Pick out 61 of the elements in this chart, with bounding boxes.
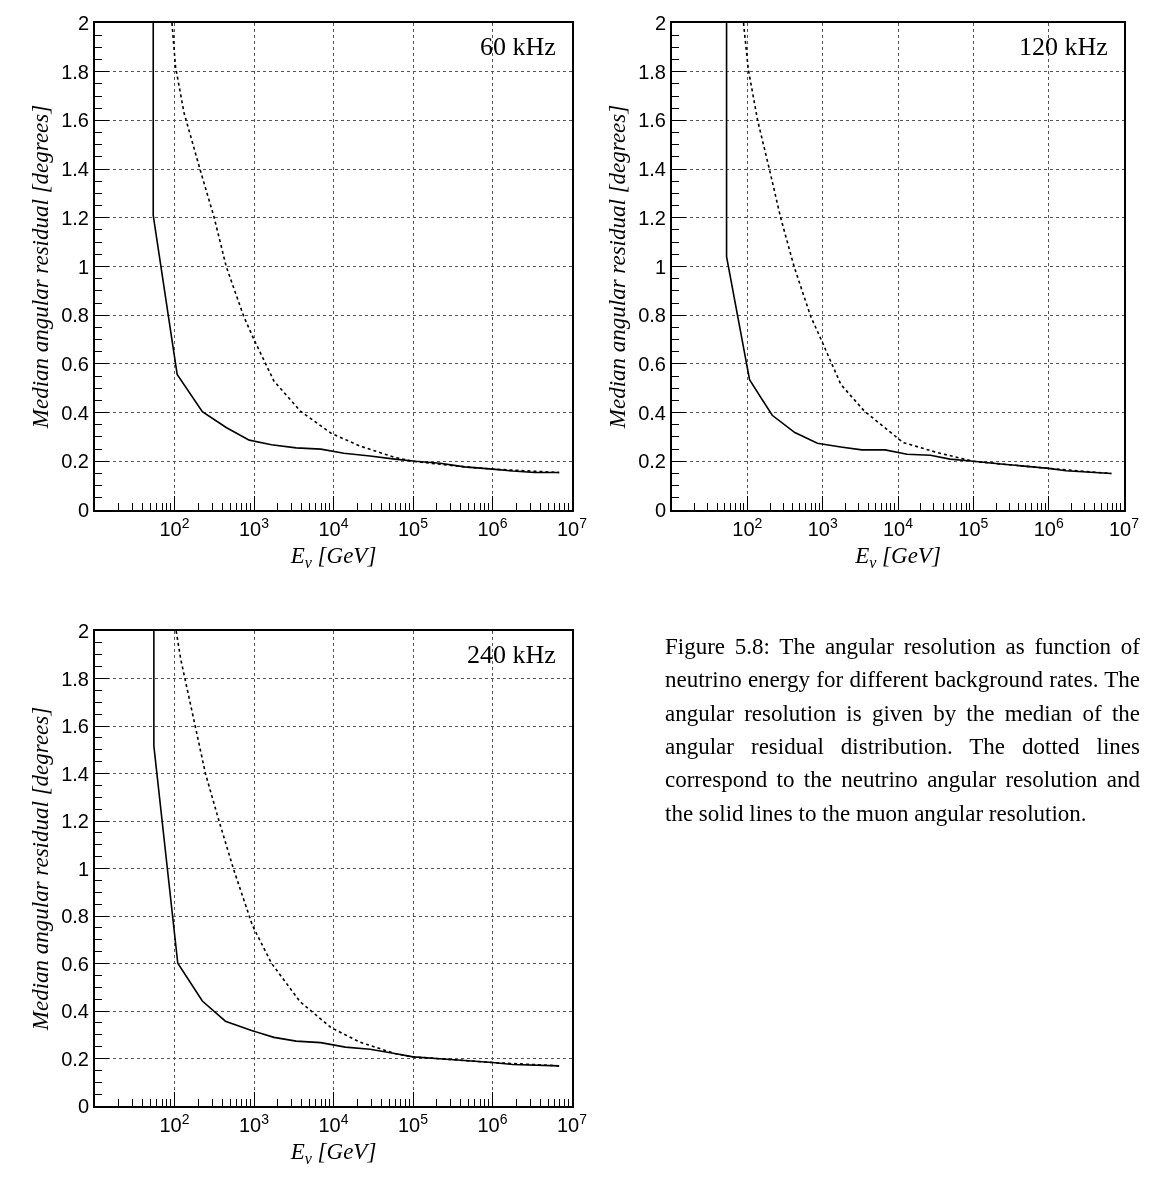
y-tick-label: 1.2 [61, 206, 89, 229]
x-tick-label: 10$^{4}$ [318, 514, 349, 540]
y-tick-label: 1.6 [638, 109, 666, 132]
y-tick-label: 0 [654, 499, 666, 521]
y-tick-label: 1.4 [61, 158, 89, 181]
y-tick-label: 1.8 [61, 667, 89, 690]
x-tick-label: 10$^{3}$ [238, 514, 270, 540]
x-tick-label: 10$^{2}$ [159, 1110, 190, 1136]
x-tick-label: 10$^{3}$ [807, 514, 838, 540]
x-tick-label: 10$^{3}$ [238, 1110, 270, 1136]
y-tick-label: 1.6 [61, 109, 89, 132]
x-tick-label: 10$^{4}$ [318, 1110, 349, 1136]
x-tick-label: 10$^{6}$ [477, 514, 508, 540]
x-tick-label: 10$^{7}$ [1108, 514, 1140, 540]
y-tick-label: 1 [77, 255, 89, 278]
y-tick-label: 1 [654, 255, 666, 278]
x-tick-label: 10$^{2}$ [732, 514, 763, 540]
x-tick-label: 10$^{2}$ [159, 514, 190, 540]
x-tick-label: 10$^{6}$ [1033, 514, 1064, 540]
y-axis-title: Median angular residual [degrees] [605, 104, 631, 430]
x-axis-title: E$_{ν}$ [GeV] [289, 543, 377, 571]
annotation: 240 kHz [467, 640, 556, 669]
x-tick-label: 10$^{5}$ [397, 1110, 429, 1136]
y-tick-label: 1.8 [638, 60, 666, 83]
y-tick-label: 0.4 [638, 401, 666, 424]
y-tick-label: 1.2 [61, 810, 89, 832]
x-tick-label: 10$^{7}$ [556, 1110, 588, 1136]
x-tick-label: 10$^{6}$ [477, 1110, 508, 1136]
y-tick-label: 0.2 [61, 450, 89, 473]
y-tick-label: 0.8 [61, 905, 89, 927]
x-tick-label: 10$^{5}$ [958, 514, 989, 540]
y-tick-label: 0.8 [638, 304, 666, 327]
caption: Figure 5.8: The angular resolution as function of neutrino energy for different background rates. The angular resolution is given by the median of the angular residual distribution. The dotted lines correspond to the neutrino angular resolution and the solid lines to the muon angular resolution. [665, 633, 1140, 828]
y-tick-label: 0.4 [61, 401, 89, 424]
y-tick-label: 1.2 [638, 206, 666, 229]
x-tick-label: 10$^{4}$ [882, 514, 914, 540]
y-tick-label: 0.6 [61, 352, 89, 375]
y-tick-label: 0 [77, 1095, 89, 1117]
x-axis-title: E$_{ν}$ [GeV] [289, 1139, 377, 1167]
y-tick-label: 2 [77, 620, 89, 642]
y-tick-label: 0 [77, 499, 89, 521]
y-tick-label: 0.6 [638, 352, 666, 375]
y-axis-title: Median angular residual [degrees] [28, 706, 54, 1032]
y-tick-label: 2 [77, 12, 89, 34]
y-tick-label: 0.2 [61, 1047, 89, 1070]
x-axis-title: E$_{ν}$ [GeV] [854, 543, 941, 571]
y-tick-label: 0.2 [638, 450, 666, 473]
y-tick-label: 0.8 [61, 304, 89, 327]
y-tick-label: 1.4 [638, 158, 666, 181]
y-tick-label: 0.4 [61, 1000, 89, 1022]
y-tick-label: 1.6 [61, 715, 89, 737]
x-tick-label: 10$^{5}$ [397, 514, 429, 540]
y-tick-label: 1 [77, 857, 89, 880]
annotation: 120 kHz [1019, 32, 1108, 61]
y-tick-label: 1.4 [61, 762, 89, 785]
y-axis-title: Median angular residual [degrees] [28, 104, 54, 430]
annotation: 60 kHz [480, 32, 556, 61]
x-tick-label: 10$^{7}$ [556, 514, 588, 540]
y-tick-label: 0.6 [61, 952, 89, 975]
y-tick-label: 1.8 [61, 60, 89, 83]
y-tick-label: 2 [654, 12, 666, 34]
